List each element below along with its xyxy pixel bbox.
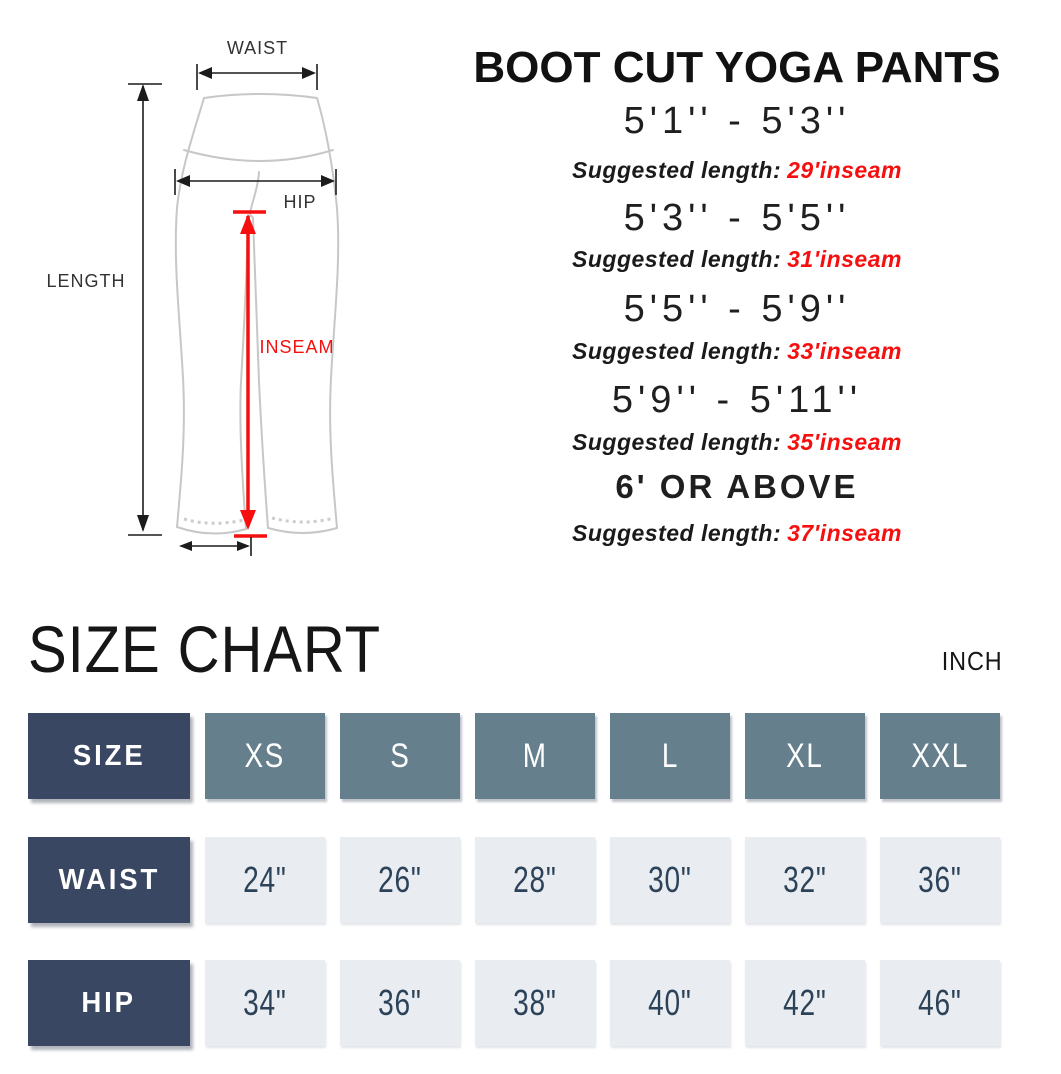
fit-guide: BOOT CUT YOGA PANTS 5'1'' - 5'3'' Sugges…: [437, 43, 1037, 545]
size-chart-table: SIZE XS S M L XL XXL WAIST: [28, 713, 1003, 1074]
hip-value-text: 38": [513, 982, 557, 1023]
hip-value-xs: 34": [205, 960, 325, 1046]
fit-guide-entry: 5'1'' - 5'3'' Suggested length: 29'inseam: [437, 102, 1037, 182]
waist-value-m: 28": [475, 837, 595, 923]
height-range: 5'5'' - 5'9'': [623, 288, 851, 331]
waist-value-s: 26": [340, 837, 460, 923]
size-cell-text: XL: [786, 736, 824, 775]
size-cell-l: L: [610, 713, 730, 799]
suggested-length-value: 31'inseam: [787, 246, 902, 273]
suggested-length: Suggested length: 31'inseam: [437, 248, 1037, 271]
suggested-length: Suggested length: 29'inseam: [437, 159, 1037, 182]
fit-guide-entry: 5'5'' - 5'9'' Suggested length: 33'inseam: [437, 290, 1037, 363]
hip-value-xl: 42": [745, 960, 865, 1046]
height-range: 6' OR ABOVE: [615, 468, 859, 506]
size-cell-xl: XL: [745, 713, 865, 799]
pants-measurement-diagram: WAIST HIP LENGTH INSEAM: [0, 0, 440, 600]
height-range: 5'1'' - 5'3'': [623, 100, 851, 143]
hip-value-text: 34": [243, 982, 287, 1023]
fit-guide-entry: 6' OR ABOVE Suggested length: 37'inseam: [437, 470, 1037, 545]
waist-row-label-text: WAIST: [58, 863, 160, 896]
suggested-length-label: Suggested length:: [572, 429, 782, 456]
size-cell-text: L: [661, 736, 679, 775]
suggested-length: Suggested length: 33'inseam: [437, 340, 1037, 363]
size-row-label-text: SIZE: [72, 739, 146, 772]
suggested-length-value: 29'inseam: [787, 157, 902, 184]
size-cell-text: XXL: [911, 736, 969, 775]
size-cell-xs: XS: [205, 713, 325, 799]
waist-row-label: WAIST: [28, 837, 190, 923]
hip-value-s: 36": [340, 960, 460, 1046]
waist-value-xxl: 36": [880, 837, 1000, 923]
waist-row: WAIST 24" 26" 28" 30" 32" 36": [28, 837, 1003, 923]
hip-value-text: 46": [918, 982, 962, 1023]
size-header-row: SIZE XS S M L XL XXL: [28, 713, 1003, 799]
hip-value-text: 36": [378, 982, 422, 1023]
size-cell-text: XS: [244, 736, 286, 775]
size-cell-text: M: [522, 736, 548, 775]
size-cell-m: M: [475, 713, 595, 799]
waist-value-text: 36": [918, 859, 962, 900]
suggested-length-value: 35'inseam: [787, 429, 902, 456]
fit-guide-entry: 5'9'' - 5'11'' Suggested length: 35'insea…: [437, 381, 1037, 454]
waist-value-text: 28": [513, 859, 557, 900]
size-chart-title: SIZE CHART: [28, 612, 382, 686]
pants-outline-drawing: [128, 64, 340, 556]
hip-value-text: 40": [648, 982, 692, 1023]
waist-value-text: 26": [378, 859, 422, 900]
height-range: 5'3'' - 5'5'': [623, 197, 851, 240]
size-row-label: SIZE: [28, 713, 190, 799]
product-title: BOOT CUT YOGA PANTS: [473, 43, 1001, 92]
hip-value-l: 40": [610, 960, 730, 1046]
suggested-length: Suggested length: 35'inseam: [437, 431, 1037, 454]
waist-value-text: 24": [243, 859, 287, 900]
hip-measure-label: HIP: [283, 192, 317, 212]
hip-value-m: 38": [475, 960, 595, 1046]
hip-row: HIP 34" 36" 38" 40" 42" 46": [28, 960, 1003, 1046]
unit-label: INCH: [942, 646, 1003, 676]
waist-value-xl: 32": [745, 837, 865, 923]
size-cell-xxl: XXL: [880, 713, 1000, 799]
size-cell-s: S: [340, 713, 460, 799]
suggested-length-value: 37'inseam: [787, 520, 902, 547]
hip-value-text: 42": [783, 982, 827, 1023]
waist-value-l: 30": [610, 837, 730, 923]
hip-row-label: HIP: [28, 960, 190, 1046]
waist-measure-label: WAIST: [226, 38, 289, 58]
suggested-length-label: Suggested length:: [572, 520, 782, 547]
waist-value-xs: 24": [205, 837, 325, 923]
height-range: 5'9'' - 5'11'': [611, 379, 863, 422]
inseam-measure-label: INSEAM: [259, 337, 335, 357]
suggested-length-label: Suggested length:: [572, 246, 782, 273]
suggested-length-label: Suggested length:: [572, 157, 782, 184]
suggested-length-value: 33'inseam: [787, 338, 902, 365]
suggested-length-label: Suggested length:: [572, 338, 782, 365]
suggested-length: Suggested length: 37'inseam: [437, 522, 1037, 545]
fit-guide-entry: 5'3'' - 5'5'' Suggested length: 31'inseam: [437, 199, 1037, 271]
hip-value-xxl: 46": [880, 960, 1000, 1046]
waist-value-text: 30": [648, 859, 692, 900]
size-cell-text: S: [389, 736, 411, 775]
hip-row-label-text: HIP: [81, 986, 137, 1019]
waist-value-text: 32": [783, 859, 827, 900]
length-measure-label: LENGTH: [46, 271, 126, 291]
